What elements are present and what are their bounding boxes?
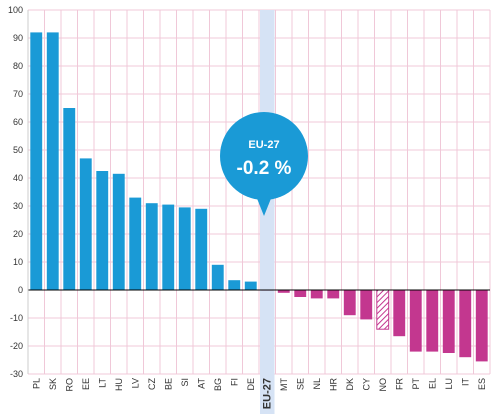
- category-label-fr: FR: [394, 378, 404, 390]
- bar-pt: [409, 290, 422, 352]
- bar-si: [178, 207, 191, 290]
- bar-sk: [46, 32, 59, 291]
- category-label-cz: CZ: [147, 378, 157, 390]
- bar-lt: [96, 171, 109, 290]
- y-tick-label: 50: [13, 145, 23, 155]
- category-label-at: AT: [196, 378, 206, 389]
- category-label-de: DE: [246, 378, 256, 391]
- bar-be: [162, 204, 175, 290]
- eu27-callout: EU-27 -0.2 %: [220, 112, 308, 216]
- bar-es: [475, 290, 488, 362]
- category-label-dk: DK: [345, 378, 355, 391]
- category-label-sk: SK: [48, 378, 58, 390]
- axes: -30 -20 -10 0 10 20 30 40 50 60 70 80 90 100 PL SK RO EE L…: [8, 5, 490, 409]
- y-tick-label: -20: [10, 341, 23, 351]
- y-tick-label: 20: [13, 229, 23, 239]
- bar-lu: [442, 290, 455, 353]
- category-label-lt: LT: [97, 378, 107, 388]
- y-tick-label: -30: [10, 369, 23, 379]
- category-label-el: EL: [427, 378, 437, 389]
- category-label-fi: FI: [229, 378, 239, 386]
- category-label-bg: BG: [213, 378, 223, 391]
- y-tick-label: 100: [8, 5, 23, 15]
- callout-value: -0.2 %: [237, 158, 292, 179]
- bar-lv: [129, 197, 142, 290]
- category-label-pt: PT: [411, 378, 421, 390]
- bar-cy: [360, 290, 373, 320]
- bar-pl: [30, 32, 43, 291]
- category-label-it: IT: [460, 377, 470, 386]
- bar-el: [426, 290, 439, 352]
- category-label-cy: CY: [361, 378, 371, 391]
- callout-bubble: [220, 112, 308, 200]
- highlight-band-group: [260, 10, 275, 414]
- bar-se: [294, 290, 307, 297]
- bar-no: [376, 289, 390, 330]
- category-label-hr: HR: [328, 378, 338, 391]
- bar-ro: [63, 108, 76, 290]
- category-label-se: SE: [295, 378, 305, 390]
- category-label-es: ES: [477, 378, 487, 390]
- category-label-lv: LV: [130, 378, 140, 388]
- y-tick-label: 10: [13, 257, 23, 267]
- highlight-band: [260, 10, 275, 414]
- y-tick-label: -10: [10, 313, 23, 323]
- category-label-ee: EE: [81, 378, 91, 390]
- y-tick-label: 90: [13, 33, 23, 43]
- bar-ee: [79, 158, 92, 290]
- category-label-nl: NL: [312, 378, 322, 390]
- category-label-mt: MT: [279, 378, 289, 391]
- bar-nl: [310, 290, 323, 299]
- category-label-no: NO: [378, 378, 388, 392]
- category-label-si: SI: [180, 378, 190, 387]
- bar-de: [244, 281, 257, 290]
- bar-fr: [393, 290, 406, 337]
- bar-bg: [211, 264, 224, 290]
- callout-pointer: [256, 196, 272, 216]
- bar-dk: [343, 290, 356, 316]
- bar-cz: [145, 203, 158, 290]
- bar-fi: [228, 280, 241, 290]
- category-label-be: BE: [163, 378, 173, 390]
- y-tick-label: 80: [13, 61, 23, 71]
- bar-hr: [327, 290, 340, 299]
- bars: [30, 32, 488, 362]
- category-label-ro: RO: [64, 378, 74, 392]
- y-tick-label: 70: [13, 89, 23, 99]
- y-tick-label: 30: [13, 201, 23, 211]
- category-label-hu: HU: [114, 378, 124, 391]
- bar-hu: [112, 173, 125, 290]
- y-tick-label: 0: [18, 285, 23, 295]
- callout-title: EU-27: [248, 139, 279, 151]
- category-label-pl: PL: [31, 378, 41, 389]
- y-tick-label: 40: [13, 173, 23, 183]
- category-label-lu: LU: [444, 378, 454, 390]
- y-tick-label: 60: [13, 117, 23, 127]
- category-label-eu-27: EU-27: [261, 378, 273, 409]
- bar-mt: [277, 290, 290, 293]
- bar-at: [195, 208, 208, 290]
- bar-it: [459, 290, 472, 358]
